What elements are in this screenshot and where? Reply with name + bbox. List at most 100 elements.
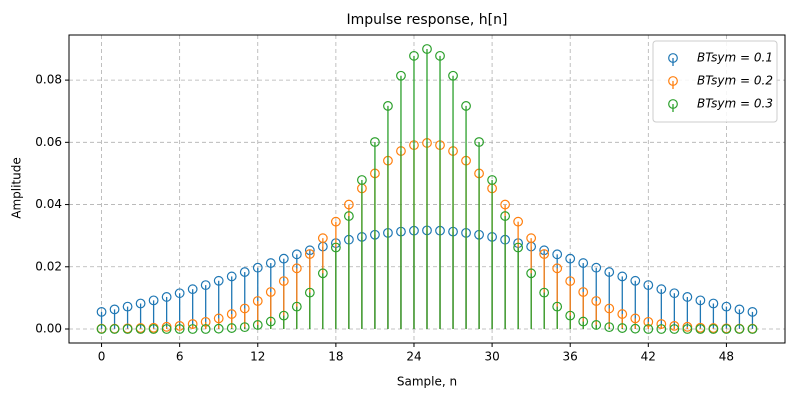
stem-marker — [317, 268, 328, 279]
stem-marker — [109, 304, 120, 315]
legend-marker — [668, 99, 678, 109]
stem-marker — [161, 324, 172, 334]
stem-marker — [200, 280, 211, 291]
x-tick-label: 12 — [250, 350, 265, 364]
stem-marker — [591, 296, 602, 306]
x-tick-label: 36 — [563, 350, 578, 364]
stem-marker — [695, 324, 706, 334]
stem-marker — [291, 301, 302, 312]
stem-marker — [552, 301, 563, 312]
stem-marker — [500, 211, 511, 221]
x-axis-label: Sample, n — [397, 375, 457, 389]
stem-marker — [539, 287, 550, 298]
stem-marker — [552, 263, 563, 274]
stem-marker — [669, 288, 680, 299]
stem-marker — [370, 137, 380, 147]
plot-frame — [68, 34, 786, 344]
x-tick-label: 0 — [98, 350, 106, 364]
stem-marker — [487, 175, 497, 185]
stem-marker — [213, 275, 224, 286]
stem-marker — [291, 263, 302, 274]
legend-label: BTsym = 0.1 — [697, 51, 773, 65]
stem-marker — [708, 298, 719, 309]
stem-marker — [278, 276, 289, 286]
stem-marker — [617, 271, 628, 282]
stem-marker — [578, 287, 589, 297]
stem-marker — [265, 316, 276, 327]
stem-marker — [513, 242, 524, 253]
stem-marker — [252, 262, 263, 273]
stem-marker — [109, 324, 120, 334]
x-tick-label: 48 — [719, 350, 734, 364]
stem-marker — [174, 320, 185, 331]
stem-marker — [174, 288, 185, 299]
stem-marker — [500, 199, 511, 210]
stem-marker — [96, 306, 107, 317]
stem-marker — [200, 324, 211, 334]
stem-marker — [161, 292, 172, 302]
stem-marker — [252, 320, 263, 330]
stem-marker — [239, 267, 250, 277]
y-tick-label: 0.06 — [35, 135, 62, 149]
stem-marker — [565, 253, 576, 264]
stem-marker — [656, 319, 667, 329]
stem-marker — [578, 316, 589, 327]
stem-marker — [135, 298, 146, 309]
stem-marker — [643, 324, 654, 334]
stem-marker — [265, 258, 276, 268]
stem-marker — [304, 249, 315, 259]
stem-marker — [591, 320, 602, 330]
chart-title: Impulse response, h[n] — [347, 12, 508, 28]
stem-marker — [343, 199, 354, 210]
stem-marker — [435, 50, 445, 61]
stem-marker — [409, 50, 419, 61]
stem-marker — [187, 324, 198, 334]
stem-marker — [122, 301, 133, 312]
y-tick-label: 0.04 — [35, 197, 62, 211]
stem-marker — [200, 316, 211, 327]
stem-marker — [747, 324, 758, 334]
stem-marker — [591, 262, 602, 273]
stem-marker — [747, 306, 758, 317]
stem-marker — [734, 304, 745, 315]
stem-marker — [461, 101, 471, 111]
stem-marker — [239, 322, 250, 333]
stem-marker — [617, 323, 628, 333]
stem-marker — [96, 324, 107, 334]
stem-marker — [304, 287, 315, 298]
stem-marker — [474, 137, 484, 147]
stem-marker — [383, 101, 393, 111]
stem-marker — [682, 292, 693, 302]
stem-marker — [330, 242, 341, 253]
stem-marker — [630, 275, 641, 286]
stem-marker — [656, 284, 667, 295]
stem-marker — [565, 276, 576, 286]
stem-marker — [135, 324, 146, 334]
stem-marker — [226, 323, 237, 333]
stem-marker — [604, 303, 615, 314]
stem-marker — [526, 268, 537, 279]
legend-label: BTsym = 0.3 — [697, 97, 773, 111]
stem-marker — [278, 253, 289, 264]
stem-marker — [213, 323, 224, 334]
stem-marker — [721, 324, 732, 334]
stem-marker — [539, 249, 550, 259]
x-tick-label: 30 — [484, 350, 499, 364]
stem-marker — [330, 216, 341, 227]
x-tick-label: 6 — [176, 350, 184, 364]
stem-marker — [617, 309, 628, 319]
stem-marker — [317, 233, 328, 244]
stem-marker — [148, 295, 159, 306]
stem-marker — [682, 324, 693, 334]
stem-marker — [187, 284, 198, 295]
stem-marker — [174, 324, 185, 334]
stem-marker — [252, 296, 263, 306]
stem-marker — [265, 287, 276, 297]
stem-marker — [526, 233, 537, 244]
stem-marker — [291, 249, 302, 260]
x-tick-label: 42 — [641, 350, 656, 364]
stem-marker — [669, 324, 680, 334]
stem-marker — [343, 211, 354, 221]
stem-marker — [643, 316, 654, 327]
